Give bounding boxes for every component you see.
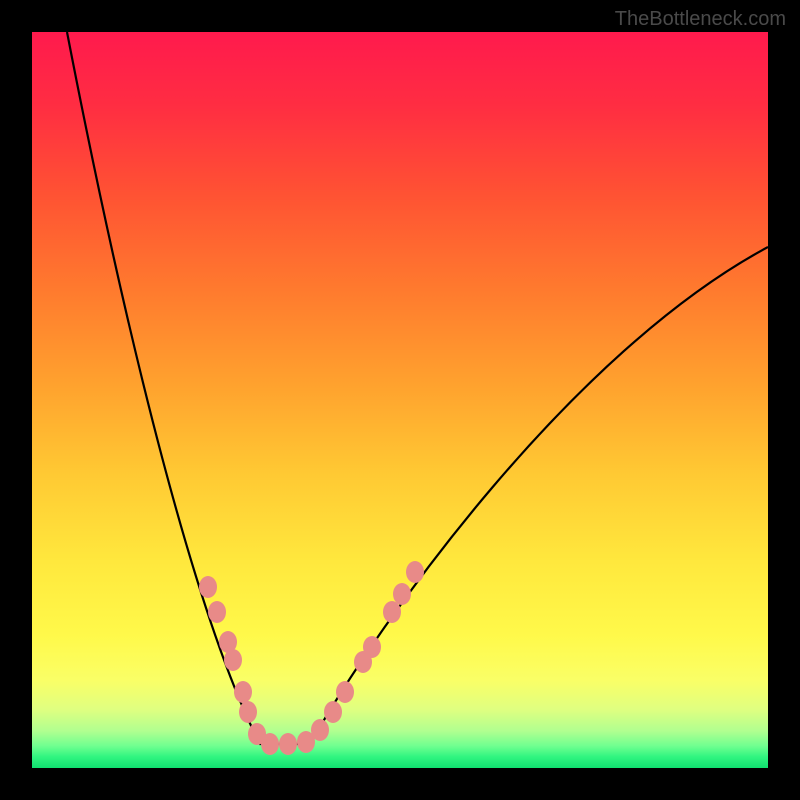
data-point xyxy=(324,701,342,723)
chart-container: TheBottleneck.com xyxy=(0,0,800,800)
data-points-group xyxy=(199,561,424,755)
data-point xyxy=(208,601,226,623)
data-point xyxy=(199,576,217,598)
data-point xyxy=(279,733,297,755)
chart-curve-layer xyxy=(32,32,768,768)
data-point xyxy=(234,681,252,703)
data-point xyxy=(336,681,354,703)
data-point xyxy=(311,719,329,741)
data-point xyxy=(406,561,424,583)
bottleneck-curve xyxy=(67,32,768,744)
data-point xyxy=(224,649,242,671)
watermark-text: TheBottleneck.com xyxy=(615,8,786,31)
data-point xyxy=(363,636,381,658)
data-point xyxy=(261,733,279,755)
data-point xyxy=(239,701,257,723)
data-point xyxy=(383,601,401,623)
chart-plot-area xyxy=(32,32,768,768)
data-point xyxy=(393,583,411,605)
